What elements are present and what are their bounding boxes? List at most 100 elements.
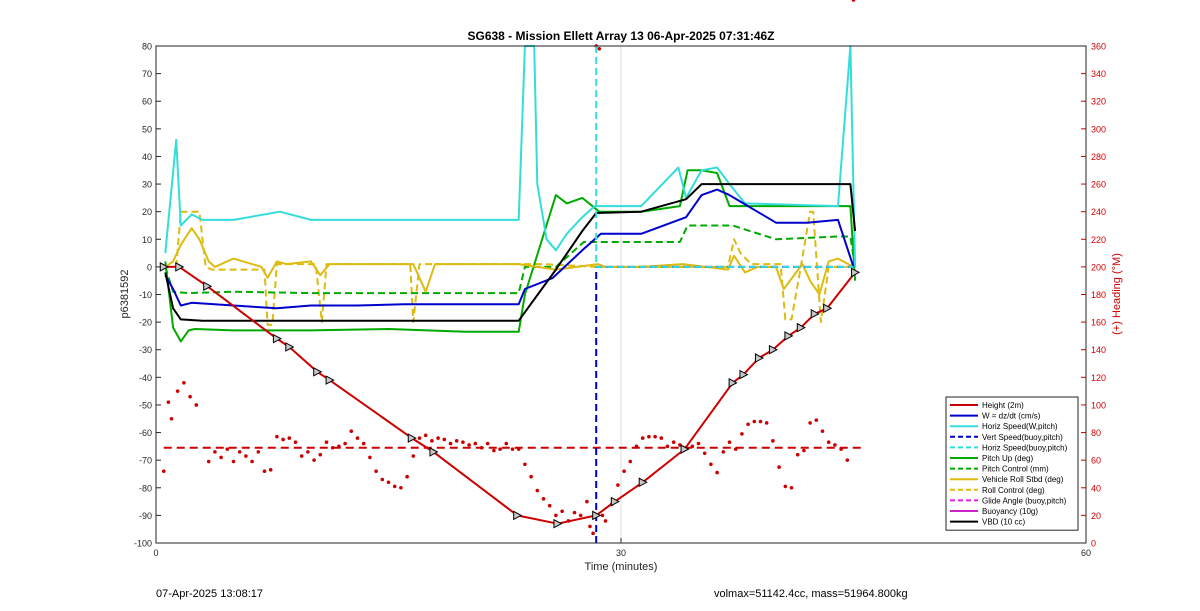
height-marker — [592, 510, 602, 521]
y-axis-label-right: (+) Heading (°M) — [1111, 253, 1123, 335]
y-tick-label: 80 — [142, 42, 152, 52]
y-tick-label: 50 — [142, 124, 152, 134]
heading-point — [436, 436, 440, 440]
heading-point — [764, 421, 769, 425]
heading-point — [839, 447, 843, 451]
heading-point — [746, 422, 750, 427]
y-right-tick-label: 180 — [1091, 290, 1106, 300]
y-tick-label: -70 — [139, 456, 152, 466]
heading-point — [814, 418, 819, 422]
heading-point — [733, 447, 738, 451]
height-marker — [823, 303, 833, 314]
height-marker — [610, 496, 620, 507]
series-line-4 — [595, 46, 854, 268]
y-right-tick-label: 20 — [1091, 511, 1101, 521]
heading-point — [690, 444, 695, 449]
heading-point — [702, 451, 707, 456]
y-right-tick-label: 200 — [1091, 262, 1106, 272]
y-tick-label: -40 — [139, 373, 152, 383]
heading-point — [715, 470, 719, 475]
y-tick-label: -30 — [139, 345, 152, 355]
heading-point — [802, 448, 806, 453]
legend-label: Horiz Speed(W,pitch) — [982, 422, 1058, 431]
legend-label: Vehicle Roll Stbd (deg) — [982, 475, 1064, 484]
heading-point — [467, 443, 471, 447]
heading-point — [442, 437, 447, 442]
heading-point — [386, 480, 391, 485]
heading-point — [405, 474, 409, 479]
y-right-tick-label: 260 — [1091, 180, 1106, 190]
heading-point — [640, 436, 645, 440]
y-tick-label: 30 — [142, 180, 152, 190]
heading-point — [585, 499, 589, 504]
heading-point — [833, 443, 837, 447]
heading-point — [392, 484, 397, 489]
y-right-tick-label: 340 — [1091, 69, 1106, 79]
heading-point — [293, 440, 298, 445]
heading-point — [647, 434, 651, 439]
chart-title: SG638 - Mission Ellett Array 13 06-Apr-2… — [467, 29, 774, 43]
heading-point — [318, 452, 323, 457]
heading-point — [554, 513, 558, 518]
plot-area-border — [155, 45, 1087, 544]
height-marker — [768, 344, 778, 355]
heading-point — [368, 455, 372, 460]
heading-point — [783, 484, 788, 489]
legend-label: Horiz Speed(buoy,pitch) — [982, 443, 1068, 452]
y-tick-label: -100 — [134, 539, 152, 549]
heading-point — [399, 485, 403, 490]
heading-point — [175, 389, 180, 393]
y-right-tick-label: 120 — [1091, 373, 1106, 383]
heading-point — [603, 519, 608, 523]
heading-point — [256, 450, 261, 454]
heading-point — [417, 436, 422, 440]
heading-point — [281, 437, 285, 442]
y-right-tick-label: 60 — [1091, 456, 1101, 466]
heading-point — [659, 436, 664, 440]
heading-point — [324, 440, 329, 445]
heading-point — [578, 513, 583, 518]
y-right-tick-label: 240 — [1091, 207, 1106, 217]
heading-point — [161, 469, 166, 474]
legend-label: Pitch Control (mm) — [982, 465, 1049, 474]
height-marker — [325, 375, 335, 385]
heading-point — [600, 513, 605, 518]
series-line-3 — [595, 265, 854, 543]
series-line-5 — [164, 169, 857, 343]
heading-point — [851, 0, 856, 2]
y-right-tick-label: 160 — [1091, 318, 1106, 328]
footer-timestamp: 07-Apr-2025 13:08:17 — [156, 588, 264, 600]
heading-point — [789, 485, 794, 490]
heading-point — [591, 531, 595, 536]
height-marker — [285, 342, 295, 352]
y-tick-label: 40 — [142, 152, 152, 162]
series-line-1 — [164, 188, 855, 310]
y-right-tick-label: 80 — [1091, 428, 1101, 438]
heading-point — [709, 462, 713, 467]
heading-point — [454, 439, 459, 443]
heading-point — [473, 441, 478, 446]
heading-point — [622, 469, 626, 474]
heading-point — [275, 434, 279, 439]
heading-point — [826, 440, 831, 445]
heading-point — [306, 450, 310, 454]
heading-point — [727, 440, 732, 445]
y-right-tick-label: 0 — [1091, 539, 1096, 549]
heading-point — [808, 421, 812, 425]
heading-point — [479, 445, 484, 450]
heading-points — [161, 0, 856, 536]
x-tick-label: 0 — [153, 548, 158, 558]
heading-point — [795, 452, 800, 457]
legend-label: Roll Control (deg) — [982, 486, 1045, 495]
y-right-tick-label: 320 — [1091, 97, 1106, 107]
heading-point — [523, 462, 527, 467]
heading-point — [634, 444, 639, 449]
height-marker — [728, 378, 738, 388]
height-marker — [638, 477, 648, 488]
heading-point — [740, 432, 744, 436]
heading-point — [588, 524, 592, 529]
y-right-tick-label: 220 — [1091, 235, 1106, 245]
heading-point — [665, 444, 670, 449]
y-right-tick-label: 300 — [1091, 124, 1106, 134]
